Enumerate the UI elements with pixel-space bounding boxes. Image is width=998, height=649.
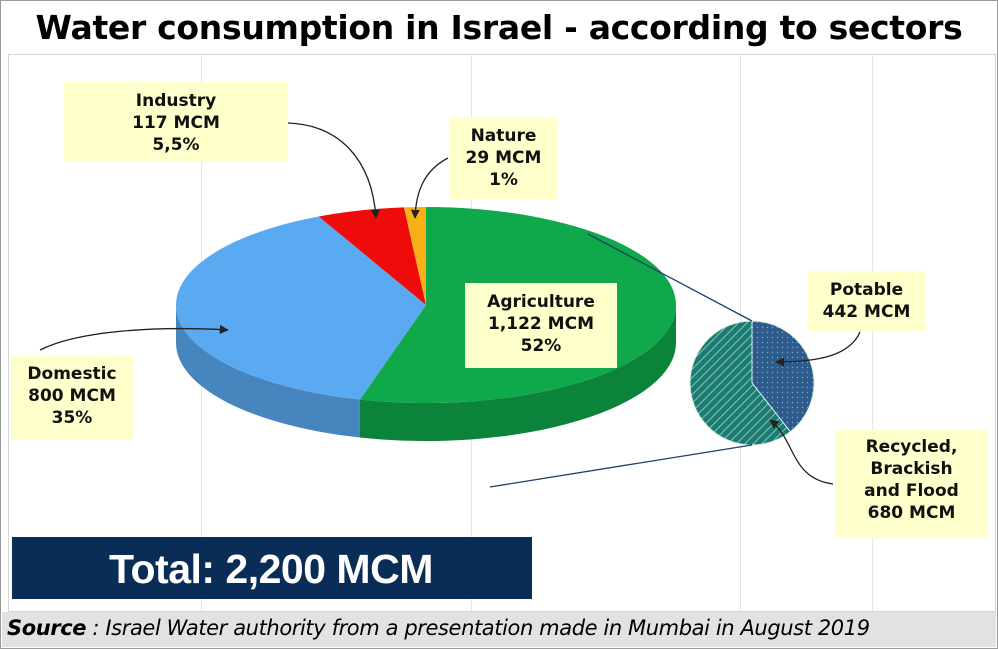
nature-value: 29 MCM [465,148,542,168]
recycled-label-line2: Brackish [870,459,953,479]
gridline [872,55,873,611]
pie-slice-domestic [176,216,426,400]
agriculture-label: Agriculture [487,292,595,312]
industry-leader-arrow [287,122,380,219]
recycled-leader-arrow [769,419,834,485]
source-prefix: Source [7,616,87,640]
recycled-label-line1: Recycled, [865,437,958,457]
nature-label: Nature [470,126,537,146]
pie-side-agriculture [359,305,676,441]
pie-side-domestic [176,305,360,438]
sub-pie-slice-potable [751,320,815,433]
recycled-value: 680 MCM [867,503,956,523]
industry-percent: 5,5% [152,135,200,155]
potable-leader-arrow [775,331,861,367]
nature-label-box: Nature 29 MCM 1% [449,117,558,199]
potable-label: Potable [829,280,904,300]
connector-line-top [587,233,753,322]
source-note: Source : Israel Water authority from a p… [2,612,996,647]
agriculture-label-box: Agriculture 1,122 MCM 52% [465,283,617,368]
industry-label-box: Industry 117 MCM 5,5% [64,82,288,162]
potable-value: 442 MCM [822,302,911,322]
agriculture-value: 1,122 MCM [487,314,594,334]
source-text: : Israel Water authority from a presenta… [86,616,870,640]
recycled-label-box: Recycled, Brackish and Flood 680 MCM [835,430,988,538]
domestic-value: 800 MCM [28,386,116,406]
recycled-label-line3: and Flood [864,481,959,501]
pie-slice-industry [318,207,426,305]
industry-value: 117 MCM [132,113,220,133]
sub-pie-slice-recycled [689,320,792,446]
industry-label: Industry [135,91,217,111]
domestic-leader-arrow [39,324,229,351]
domestic-label-box: Domestic 800 MCM 35% [11,355,133,440]
nature-leader-arrow [410,157,449,219]
domestic-percent: 35% [51,408,93,428]
domestic-label: Domestic [27,364,117,384]
chart-title: Water consumption in Israel - according … [35,8,963,47]
agriculture-percent: 52% [520,336,562,356]
nature-percent: 1% [489,170,518,190]
potable-label-box: Potable 442 MCM [808,271,925,331]
connector-line-bottom [489,444,753,488]
total-banner: Total: 2,200 MCM [12,537,532,599]
pie-slice-nature [404,207,426,305]
